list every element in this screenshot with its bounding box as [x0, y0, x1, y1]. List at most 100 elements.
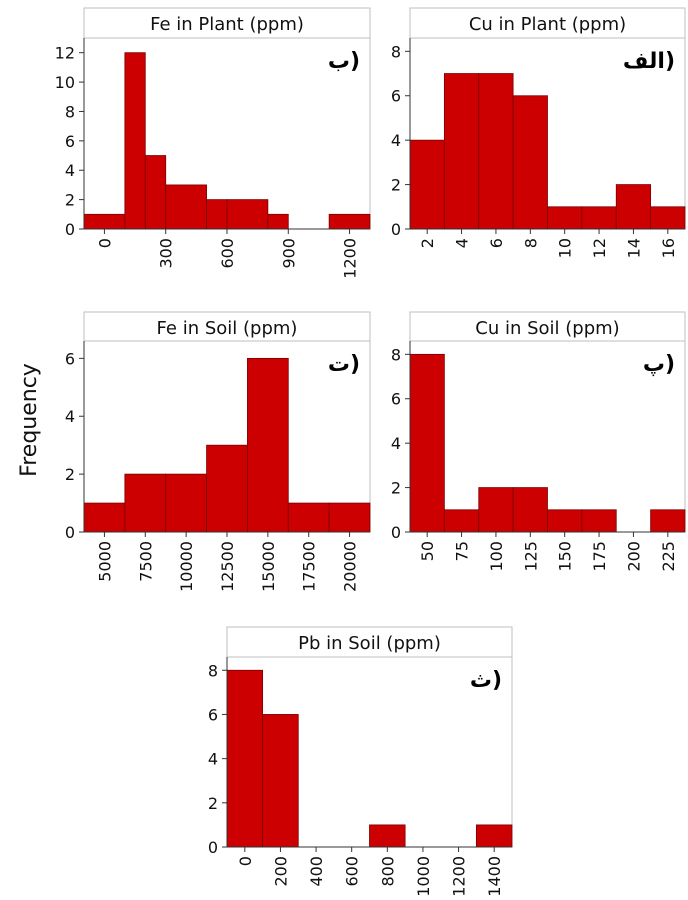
histogram-panel: Cu in Soil (ppm) پ) 0 2 4 6 8 50 75 100 125 150 175 2…: [391, 311, 686, 572]
y-tick-label: 4: [208, 750, 218, 769]
histogram-bar: [206, 444, 248, 533]
panel-tag: الف): [623, 49, 675, 74]
y-tick-label: 2: [65, 465, 75, 484]
histogram-bar: [206, 199, 228, 230]
panel-tag: پ): [643, 352, 675, 377]
x-tick-label: 12500: [218, 541, 237, 592]
histogram-bar: [328, 213, 371, 230]
y-tick-label: 6: [391, 390, 401, 409]
histogram-bar: [650, 509, 686, 533]
histogram-panel: Fe in Plant (ppm) ب) 0 2 4 6 8 10 12 0 300 600 900 12…: [55, 7, 371, 279]
y-tick-label: 2: [208, 794, 218, 813]
y-tick-label: 6: [391, 87, 401, 106]
y-tick-label: 8: [208, 661, 218, 680]
histogram-bar: [478, 73, 514, 230]
x-tick-label: 0: [95, 238, 114, 248]
x-tick-label: 16: [659, 238, 678, 258]
histogram-bar: [512, 95, 548, 230]
histogram-bar: [83, 502, 126, 533]
y-tick-label: 0: [391, 220, 401, 239]
panel-tag: ت): [328, 352, 360, 377]
y-tick-label: 4: [391, 434, 401, 453]
x-tick-label: 4: [453, 238, 472, 248]
x-tick-label: 200: [624, 541, 643, 572]
histogram-bar: [144, 155, 167, 230]
x-tick-label: 15000: [259, 541, 278, 592]
x-tick-label: 10000: [177, 541, 196, 592]
y-tick-label: 12: [55, 44, 75, 63]
histogram-bar: [409, 139, 445, 230]
histogram-bar: [650, 206, 686, 230]
x-tick-label: 900: [279, 238, 298, 269]
x-tick-label: 1400: [485, 856, 504, 897]
histogram-bar: [328, 502, 371, 533]
histogram-bar: [443, 509, 480, 533]
histogram-bar: [512, 487, 548, 533]
panel-title: Fe in Plant (ppm): [150, 14, 304, 35]
y-tick-label: 0: [208, 838, 218, 857]
x-tick-label: 100: [487, 541, 506, 572]
histogram-bar: [581, 206, 617, 230]
histogram-bar: [369, 824, 406, 848]
x-tick-label: 50: [418, 541, 437, 561]
histogram-bar: [409, 353, 445, 533]
histogram-bar: [124, 52, 146, 230]
histogram-panel: Cu in Plant (ppm) الف) 0 2 4 6 8 2 4 6 8 10 12 14 16: [391, 7, 686, 258]
figure-y-axis-label: Frequency: [17, 363, 42, 477]
histogram-bar: [581, 509, 617, 533]
histogram-bar: [226, 669, 264, 848]
x-tick-label: 800: [378, 856, 397, 887]
y-tick-label: 6: [65, 132, 75, 151]
x-tick-label: 8: [521, 238, 540, 248]
histogram-bar: [547, 206, 583, 230]
y-tick-label: 4: [65, 407, 75, 426]
x-tick-label: 6: [487, 238, 506, 248]
x-tick-label: 14: [624, 238, 643, 258]
x-tick-label: 17500: [300, 541, 319, 592]
y-tick-label: 0: [65, 523, 75, 542]
y-tick-label: 6: [65, 349, 75, 368]
histogram-panel: Pb in Soil (ppm) ث) 0 2 4 6 8 0 200 400 600 800 1000…: [208, 626, 513, 897]
histogram-bar: [226, 199, 269, 230]
panel-tag: ب): [328, 49, 360, 74]
x-tick-label: 12: [590, 238, 609, 258]
histogram-bar: [165, 473, 207, 533]
y-tick-label: 8: [391, 42, 401, 61]
y-tick-label: 2: [391, 176, 401, 195]
histogram-bar: [615, 184, 652, 230]
histogram-bar: [124, 473, 167, 533]
x-tick-label: 10: [556, 238, 575, 258]
histogram-bar: [165, 184, 207, 230]
y-tick-label: 2: [65, 191, 75, 210]
histogram-bar: [247, 357, 289, 533]
y-tick-label: 2: [391, 479, 401, 498]
y-tick-label: 0: [65, 220, 75, 239]
x-tick-label: 225: [659, 541, 678, 572]
histogram-bar: [262, 714, 299, 848]
histogram-bar: [267, 213, 289, 230]
x-tick-label: 600: [218, 238, 237, 269]
x-tick-label: 2: [418, 238, 437, 248]
histogram-bar: [287, 502, 330, 533]
panel-title: Cu in Plant (ppm): [469, 14, 626, 35]
x-tick-label: 1200: [341, 238, 360, 279]
x-tick-label: 0: [236, 856, 255, 866]
y-tick-label: 4: [65, 161, 75, 180]
panel-title: Fe in Soil (ppm): [157, 318, 298, 339]
x-tick-label: 300: [157, 238, 176, 269]
x-tick-label: 600: [343, 856, 362, 887]
histogram-bar: [475, 824, 513, 848]
x-tick-label: 1000: [414, 856, 433, 897]
histogram-bar: [443, 73, 480, 230]
x-tick-label: 175: [590, 541, 609, 572]
y-tick-label: 4: [391, 131, 401, 150]
x-tick-label: 1200: [450, 856, 469, 897]
histogram-bar: [83, 213, 126, 230]
y-tick-label: 8: [391, 345, 401, 364]
x-tick-label: 7500: [136, 541, 155, 582]
x-tick-label: 75: [453, 541, 472, 561]
panel-title: Cu in Soil (ppm): [475, 318, 619, 339]
x-tick-label: 200: [271, 856, 290, 887]
